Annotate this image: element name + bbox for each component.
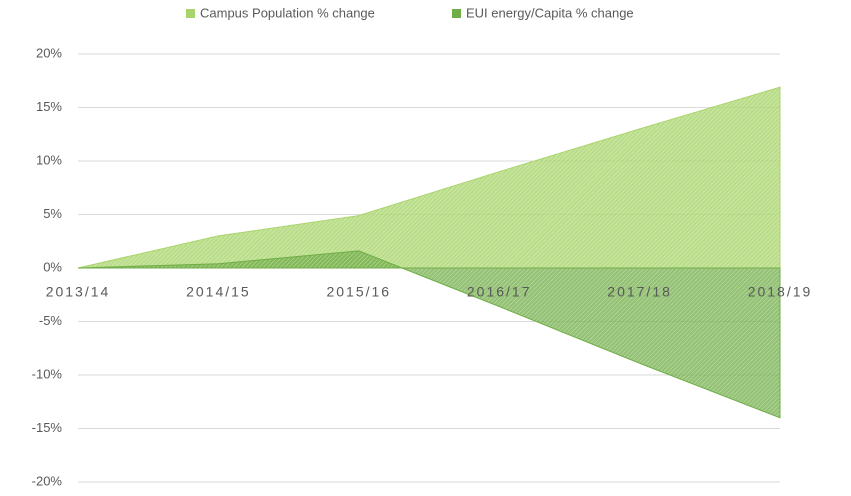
- x-tick-label: 2016/17: [467, 284, 532, 300]
- y-tick-label: 10%: [36, 152, 62, 167]
- legend-label: Campus Population % change: [200, 5, 375, 20]
- y-tick-label: -20%: [32, 473, 63, 488]
- y-tick-label: -15%: [32, 420, 63, 435]
- y-tick-label: 0%: [43, 259, 62, 274]
- area: [77, 250, 781, 419]
- legend-label: EUI energy/Capita % change: [466, 5, 634, 20]
- area: [77, 86, 781, 269]
- x-tick-label: 2015/16: [326, 284, 391, 300]
- y-tick-label: 5%: [43, 206, 62, 221]
- x-tick-label: 2013/14: [46, 284, 111, 300]
- y-tick-label: -10%: [32, 366, 63, 381]
- legend-swatch: [186, 9, 195, 18]
- y-tick-label: 15%: [36, 99, 62, 114]
- x-tick-label: 2018/19: [748, 284, 813, 300]
- legend-swatch: [452, 9, 461, 18]
- y-tick-label: -5%: [39, 313, 63, 328]
- y-tick-label: 20%: [36, 45, 62, 60]
- x-tick-label: 2014/15: [186, 284, 251, 300]
- x-tick-label: 2017/18: [607, 284, 672, 300]
